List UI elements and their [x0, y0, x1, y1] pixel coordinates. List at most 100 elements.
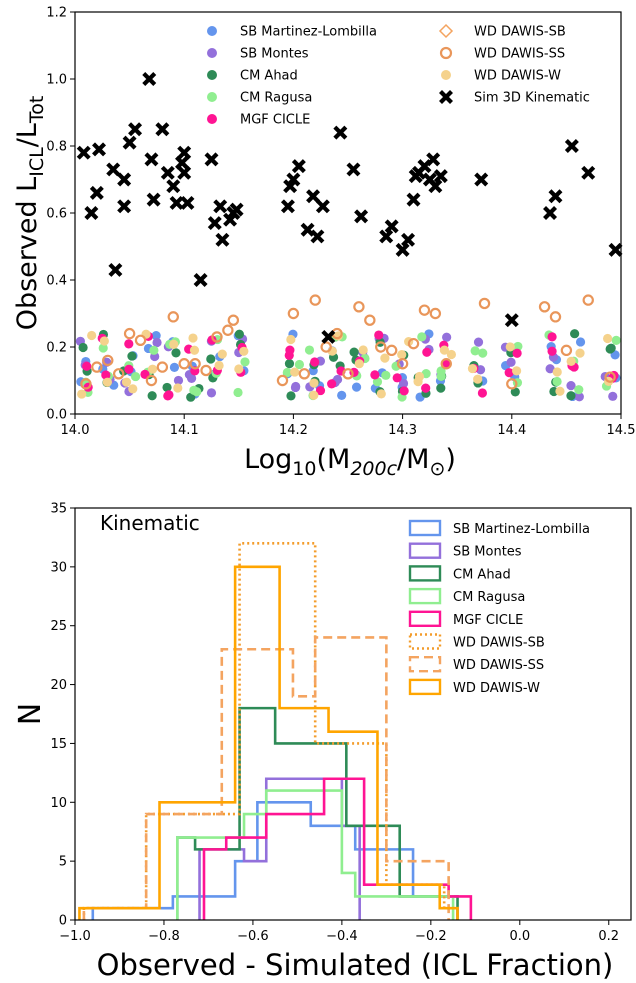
legend-swatch: [408, 656, 442, 673]
y-tick-label: 35: [50, 502, 67, 517]
observed-point: [374, 330, 384, 340]
sim-kinematic-point: [177, 145, 192, 160]
legend-entry: MGF CICLE: [207, 113, 310, 128]
histogram-step-line: [82, 636, 450, 920]
observed-point: [152, 337, 162, 348]
dawis-ss-point: [276, 374, 289, 387]
sim-kinematic-point: [433, 169, 448, 184]
legend-marker: [438, 23, 454, 39]
dawis-ss-point: [375, 341, 387, 353]
observed-point: [77, 389, 87, 399]
legend-swatch: [408, 542, 442, 559]
observed-point: [566, 356, 576, 366]
dawis-ss-point: [178, 358, 190, 370]
dawis-ss-point: [80, 378, 92, 390]
legend-label: SB Martinez-Lombilla: [240, 25, 377, 40]
observed-point: [354, 359, 364, 369]
dawis-ss-point: [549, 311, 562, 323]
observed-point: [370, 370, 380, 380]
dawis-ss-point: [604, 371, 616, 383]
observed-point: [473, 337, 484, 347]
dawis-ss-point: [145, 374, 158, 387]
legend-marker: [207, 70, 217, 80]
legend-entry: WD DAWIS-SB: [408, 633, 545, 651]
sim-kinematic-point: [406, 192, 421, 207]
sim-kinematic-point: [306, 189, 321, 204]
observed-point: [284, 359, 295, 369]
dawis-ss-point: [353, 301, 365, 313]
legend-label: WD DAWIS-SS: [474, 47, 565, 62]
histogram-step-line: [78, 565, 459, 920]
legend-marker: [439, 46, 453, 60]
sim-kinematic-point: [474, 172, 489, 187]
dawis-ss-point: [287, 307, 300, 320]
x-tick-label: −0.2: [415, 929, 447, 944]
observed-point: [575, 337, 586, 347]
sim-kinematic-point: [213, 199, 228, 214]
x-tick-label: 14.0: [61, 423, 90, 438]
observed-point: [286, 391, 296, 401]
observed-point: [189, 385, 199, 395]
observed-point: [467, 363, 478, 374]
observed-point: [436, 366, 446, 376]
legend-marker: [207, 114, 217, 124]
y-tick-label: 25: [50, 619, 67, 634]
observed-point: [234, 364, 244, 374]
y-tick-label: 0.2: [46, 341, 67, 356]
observed-point: [351, 382, 362, 392]
observed-point: [124, 339, 134, 349]
observed-point: [173, 383, 183, 393]
observed-point: [290, 367, 300, 377]
histogram-y-axis-label: N: [13, 703, 48, 725]
observed-point: [547, 346, 557, 356]
scatter-x-axis-label: Log10(M200c/M⊙): [244, 444, 456, 480]
observed-point: [234, 329, 244, 339]
sim-kinematic-point: [117, 199, 132, 214]
legend-label: SB Martinez-Lombilla: [453, 522, 590, 537]
y-tick-label: 1.2: [46, 6, 67, 21]
observed-point: [189, 345, 200, 355]
legend-entry: WD DAWIS-SS: [408, 656, 544, 673]
observed-point: [392, 373, 402, 383]
histogram-steps: [78, 542, 473, 920]
legend-label: SB Montes: [453, 545, 522, 560]
observed-point: [436, 383, 446, 393]
legend-label: WD DAWIS-SS: [453, 658, 544, 673]
sim-kinematic-point: [177, 165, 192, 180]
dawis-ss-point: [342, 368, 354, 380]
y-tick-label: 20: [50, 678, 67, 693]
dawis-ss-point: [538, 301, 551, 313]
sim-kinematic-point: [564, 139, 579, 153]
sim-kinematic-point: [215, 232, 230, 247]
observed-point: [512, 366, 522, 376]
legend-marker: [441, 70, 451, 80]
dawis-ss-point: [189, 358, 201, 370]
sim-kinematic-point: [155, 122, 170, 137]
observed-point: [349, 347, 359, 357]
x-tick-label: 0.0: [509, 929, 530, 944]
observed-point: [102, 377, 112, 387]
observed-point: [397, 349, 407, 360]
sim-kinematic-point: [229, 202, 244, 217]
dawis-ss-point: [211, 331, 223, 343]
sim-kinematic-point: [395, 242, 410, 257]
sim-kinematic-point: [128, 122, 143, 137]
observed-point: [422, 347, 432, 357]
dawis-ss-point: [506, 378, 518, 390]
dawis-ss-point: [582, 294, 594, 306]
dawis-ss-point: [91, 361, 103, 373]
observed-point: [439, 345, 450, 355]
observed-point: [566, 391, 576, 401]
sim-kinematic-point: [428, 179, 443, 194]
sim-kinematic-point: [280, 199, 295, 214]
sim-kinematic-point: [207, 216, 222, 231]
legend-marker: [207, 48, 217, 58]
legend-swatch: [408, 587, 442, 605]
observed-point: [398, 378, 409, 389]
observed-point: [555, 386, 565, 396]
dawis-ss-point: [102, 354, 114, 367]
histogram-step-line: [82, 542, 459, 920]
observed-point: [207, 335, 217, 345]
sim-kinematic-point: [346, 162, 361, 177]
dawis-ss-point: [167, 311, 179, 323]
